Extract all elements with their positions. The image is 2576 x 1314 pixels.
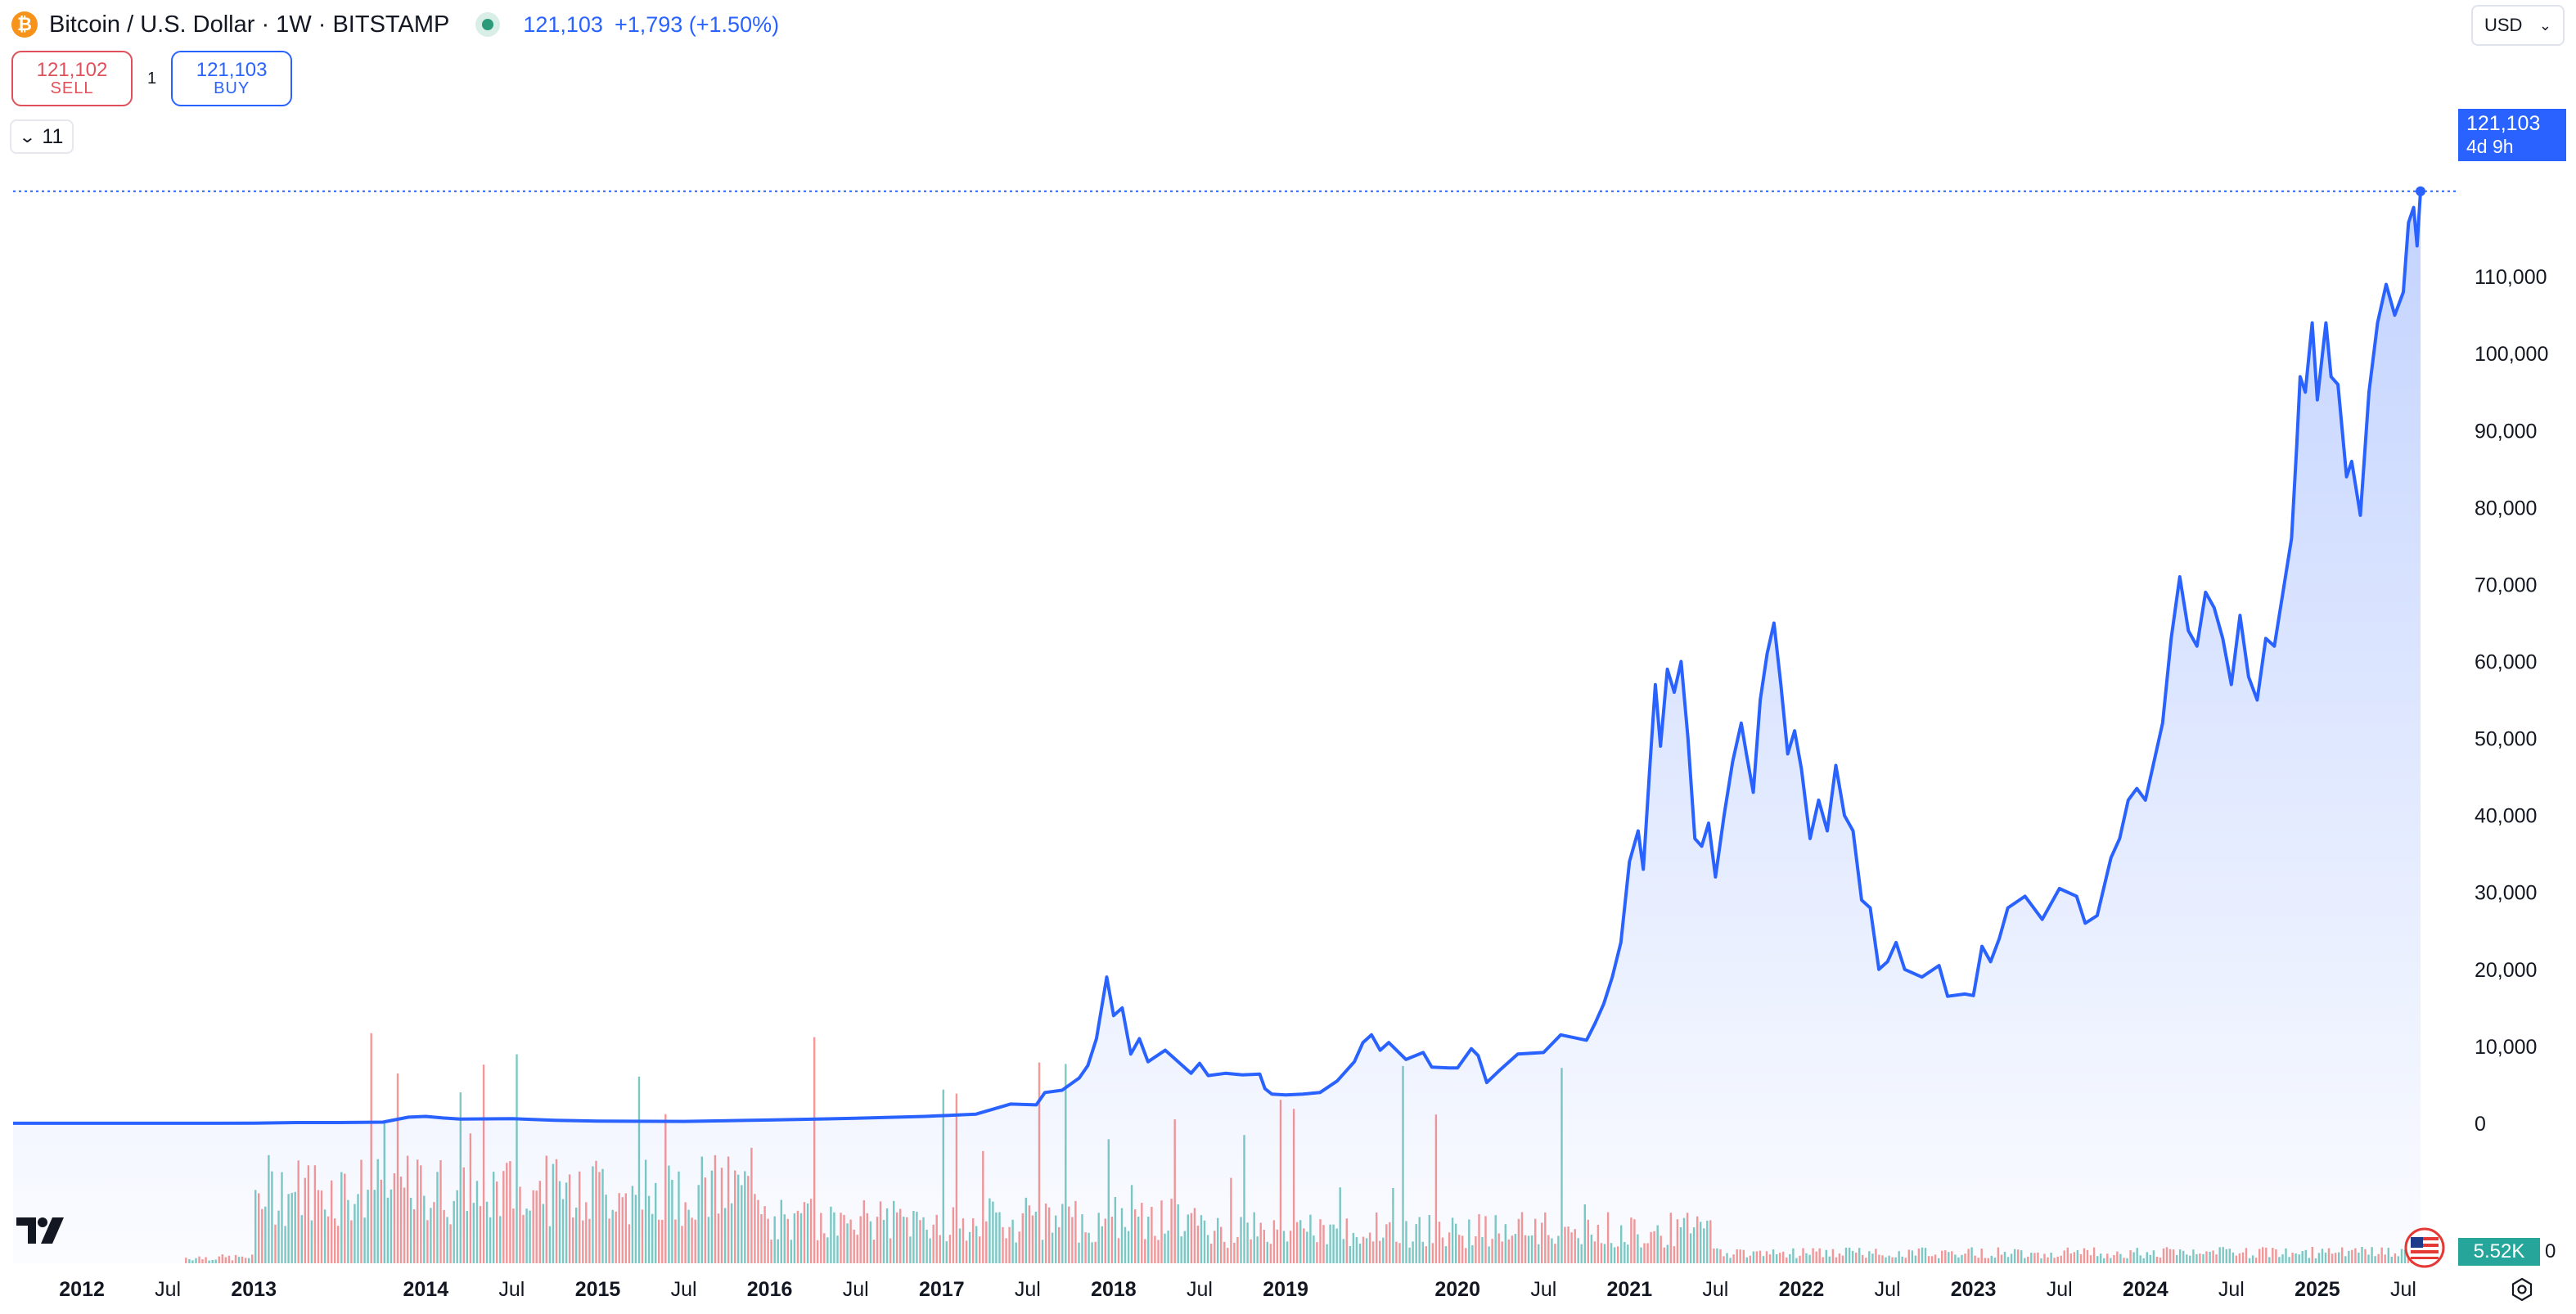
buy-price: 121,103 (196, 58, 268, 81)
sell-label: SELL (50, 79, 94, 98)
y-tick-label: 100,000 (2475, 343, 2548, 366)
market-status-icon[interactable] (475, 12, 501, 37)
chevron-down-icon: ⌄ (2538, 16, 2551, 34)
header-last-price: 121,103 (523, 11, 603, 37)
x-tick-label: 2017 (919, 1278, 965, 1301)
x-tick-label: 2022 (1779, 1278, 1825, 1301)
indicators-toggle-button[interactable]: ⌄ 11 (10, 119, 74, 154)
y-tick-label: 30,000 (2475, 882, 2537, 905)
x-tick-label: 2014 (403, 1278, 448, 1301)
x-tick-label: 2019 (1263, 1278, 1308, 1301)
price-area-fill (13, 191, 2421, 1264)
x-tick-label: 2015 (575, 1278, 621, 1301)
buy-label: BUY (214, 79, 250, 98)
bitcoin-icon: ₿ (11, 11, 38, 38)
volume-badge: 5.52K (2458, 1238, 2540, 1266)
x-tick-label: Jul (1875, 1278, 1901, 1301)
gear-icon[interactable] (2509, 1276, 2535, 1303)
x-tick-label: 2016 (747, 1278, 793, 1301)
x-tick-label: Jul (1702, 1278, 1728, 1301)
sell-price: 121,102 (36, 58, 108, 81)
price-axis: 0 10,000 20,000 30,000 40,000 50,000 60,000 70,… (2475, 266, 2548, 1136)
x-tick-label: Jul (2218, 1278, 2245, 1301)
y-tick-label: 60,000 (2475, 651, 2537, 674)
us-flag-icon[interactable] (2404, 1227, 2445, 1268)
x-tick-label: 2013 (231, 1278, 277, 1301)
y-tick-label: 20,000 (2475, 959, 2537, 982)
chevron-down-icon: ⌄ (18, 128, 36, 146)
x-tick-label: 2021 (1606, 1278, 1652, 1301)
tradingview-logo[interactable] (16, 1216, 69, 1245)
bar-countdown: 4d 9h (2466, 135, 2514, 157)
price-line (13, 191, 2422, 1125)
y-tick-label: 10,000 (2475, 1036, 2537, 1059)
x-tick-label: Jul (2390, 1278, 2416, 1301)
x-tick-label: 2018 (1091, 1278, 1137, 1301)
y-tick-label: 70,000 (2475, 574, 2537, 596)
volume-axis-zero: 0 (2545, 1240, 2556, 1262)
currency-value: USD (2484, 15, 2523, 35)
x-tick-label: 2020 (1434, 1278, 1480, 1301)
x-tick-label: Jul (671, 1278, 697, 1301)
y-tick-label: 0 (2475, 1113, 2486, 1136)
time-axis: 2012 Jul 2013 2014 Jul 2015 Jul 2016 Jul 2017 Jul 2… (59, 1278, 2416, 1301)
y-tick-label: 80,000 (2475, 497, 2537, 520)
x-tick-label: Jul (1015, 1278, 1041, 1301)
y-tick-label: 40,000 (2475, 805, 2537, 828)
buy-button[interactable]: 121,103 BUY (171, 51, 293, 106)
symbol-header: ₿ Bitcoin / U.S. Dollar · 1W · BITSTAMP … (11, 7, 779, 43)
y-tick-label: 90,000 (2475, 420, 2537, 443)
y-tick-label: 110,000 (2475, 266, 2547, 289)
x-tick-label: 2025 (2295, 1278, 2340, 1301)
sell-button[interactable]: 121,102 SELL (11, 51, 133, 106)
x-tick-label: Jul (1187, 1278, 1213, 1301)
x-tick-label: Jul (155, 1278, 181, 1301)
indicators-count: 11 (42, 124, 64, 148)
x-tick-label: 2024 (2123, 1278, 2168, 1301)
currency-select[interactable]: USD ⌄ (2471, 5, 2565, 46)
header-price-change: +1,793 (+1.50%) (614, 11, 780, 37)
last-price-badge: 121,103 4d 9h (2458, 109, 2566, 161)
x-tick-label: Jul (2047, 1278, 2073, 1301)
symbol-title[interactable]: Bitcoin / U.S. Dollar · 1W · BITSTAMP (49, 11, 450, 38)
x-tick-label: 2012 (59, 1278, 105, 1301)
x-tick-label: Jul (843, 1278, 869, 1301)
x-tick-label: Jul (498, 1278, 525, 1301)
last-price-badge-value: 121,103 (2466, 112, 2541, 135)
x-tick-label: Jul (1530, 1278, 1556, 1301)
x-tick-label: 2023 (1951, 1278, 1997, 1301)
last-price-point (2416, 186, 2425, 196)
spread-value: 1 (147, 69, 157, 88)
y-tick-label: 50,000 (2475, 728, 2537, 751)
trading-panel: 121,102 SELL 1 121,103 BUY (11, 51, 293, 106)
